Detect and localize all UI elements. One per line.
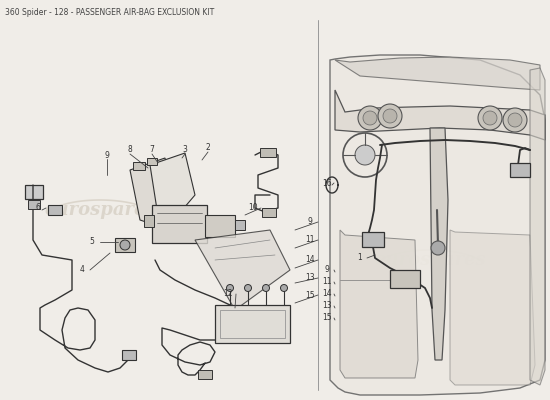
Text: 9: 9: [307, 218, 312, 226]
Bar: [362, 232, 384, 247]
Polygon shape: [530, 68, 545, 385]
Text: 15: 15: [322, 314, 332, 322]
Circle shape: [120, 240, 130, 250]
Circle shape: [280, 284, 288, 292]
Circle shape: [227, 284, 234, 292]
Text: 5: 5: [90, 238, 95, 246]
Text: 9: 9: [324, 266, 329, 274]
Polygon shape: [430, 128, 448, 360]
Bar: [152, 205, 207, 243]
Text: 6: 6: [36, 204, 41, 212]
Circle shape: [431, 241, 445, 255]
Bar: [25, 185, 43, 199]
Circle shape: [483, 111, 497, 125]
Text: eurospares: eurospares: [374, 251, 486, 269]
Text: 11: 11: [305, 236, 315, 244]
Text: 1: 1: [358, 254, 362, 262]
Polygon shape: [130, 158, 175, 225]
Bar: [198, 370, 212, 379]
Circle shape: [363, 111, 377, 125]
Polygon shape: [195, 230, 290, 310]
Bar: [115, 238, 135, 252]
Polygon shape: [330, 55, 545, 395]
Polygon shape: [450, 230, 535, 385]
Circle shape: [383, 109, 397, 123]
Bar: [205, 215, 235, 237]
Bar: [215, 305, 290, 343]
Bar: [28, 200, 40, 209]
Text: 3: 3: [183, 146, 188, 154]
Text: 14: 14: [305, 256, 315, 264]
Text: 360 Spider - 128 - PASSENGER AIR-BAG EXCLUSION KIT: 360 Spider - 128 - PASSENGER AIR-BAG EXC…: [5, 8, 214, 17]
Circle shape: [503, 108, 527, 132]
Text: 14: 14: [322, 290, 332, 298]
Polygon shape: [340, 230, 418, 378]
Circle shape: [358, 106, 382, 130]
Text: 9: 9: [104, 150, 109, 160]
Bar: [235, 220, 245, 230]
Text: 4: 4: [80, 266, 85, 274]
Bar: [262, 208, 276, 217]
Bar: [133, 162, 145, 170]
Polygon shape: [150, 153, 195, 222]
Bar: [147, 158, 157, 165]
Circle shape: [378, 104, 402, 128]
Polygon shape: [335, 90, 545, 140]
Text: 15: 15: [305, 290, 315, 300]
Circle shape: [262, 284, 270, 292]
Circle shape: [245, 284, 251, 292]
Text: 11: 11: [322, 278, 332, 286]
Text: 8: 8: [128, 146, 133, 154]
Text: 12: 12: [223, 290, 233, 298]
Text: eurospares: eurospares: [44, 201, 156, 219]
Circle shape: [355, 145, 375, 165]
Bar: [122, 350, 136, 360]
Circle shape: [508, 113, 522, 127]
Text: 16: 16: [322, 178, 332, 188]
Bar: [390, 270, 420, 288]
Bar: [48, 205, 62, 215]
Text: 10: 10: [248, 204, 258, 212]
Bar: [220, 310, 285, 338]
Text: 7: 7: [150, 146, 155, 154]
Text: 13: 13: [305, 274, 315, 282]
Bar: [510, 163, 530, 177]
Polygon shape: [335, 57, 540, 90]
Bar: [260, 148, 276, 157]
Circle shape: [478, 106, 502, 130]
Text: 13: 13: [322, 302, 332, 310]
Text: 2: 2: [206, 144, 210, 152]
Bar: [144, 215, 154, 227]
